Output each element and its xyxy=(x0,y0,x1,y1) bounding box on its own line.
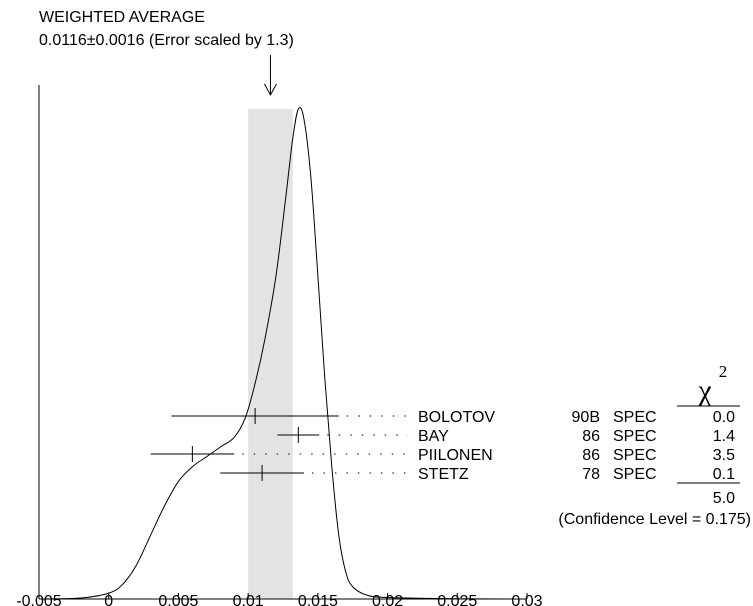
chart-subtitle: 0.0116±0.0016 (Error scaled by 1.3) xyxy=(39,32,294,49)
row-year: 86 xyxy=(582,428,600,445)
row-year: 78 xyxy=(582,466,600,483)
row-technique: SPEC xyxy=(613,447,657,464)
row-technique: SPEC xyxy=(613,428,657,445)
x-tick-label: 0.01 xyxy=(233,593,264,606)
chi2-total: 5.0 xyxy=(713,490,735,507)
x-tick-label: 0.02 xyxy=(372,593,403,606)
row-chi2: 0.0 xyxy=(713,409,735,426)
chart-title: WEIGHTED AVERAGE xyxy=(39,9,205,26)
row-chi2: 1.4 xyxy=(713,428,735,445)
confidence-level: (Confidence Level = 0.175) xyxy=(558,511,751,528)
weighted-average-band xyxy=(248,109,293,599)
x-tick-label: 0.015 xyxy=(298,593,338,606)
row-technique: SPEC xyxy=(613,409,657,426)
row-year: 90B xyxy=(572,409,600,426)
weighted-average-arrow-head xyxy=(264,83,277,97)
chi2-header-exponent: 2 xyxy=(719,362,728,381)
x-tick-label: 0 xyxy=(104,593,113,606)
row-chi2: 0.1 xyxy=(713,466,735,483)
ideogram-curve xyxy=(38,107,528,600)
row-year: 86 xyxy=(582,447,600,464)
row-author: PIILONEN xyxy=(418,447,493,464)
row-author: BAY xyxy=(418,428,449,445)
chi2-header: χ xyxy=(697,374,712,407)
measurement-table: BOLOTOV 90B SPEC 0.0 BAY 86 SPEC 1.4 PIILONEN 86 S… xyxy=(418,362,751,528)
x-tick-label: 0.025 xyxy=(437,593,477,606)
plot-area: -0.005 0 0.005 0.01 0.015 0.02 0.025 0.03 xyxy=(16,55,543,606)
row-author: STETZ xyxy=(418,466,469,483)
x-tick-label: 0.005 xyxy=(158,593,198,606)
row-author: BOLOTOV xyxy=(418,409,495,426)
row-chi2: 3.5 xyxy=(713,447,735,464)
x-tick-label: 0.03 xyxy=(511,593,542,606)
row-technique: SPEC xyxy=(613,466,657,483)
x-tick-label: -0.005 xyxy=(16,593,61,606)
